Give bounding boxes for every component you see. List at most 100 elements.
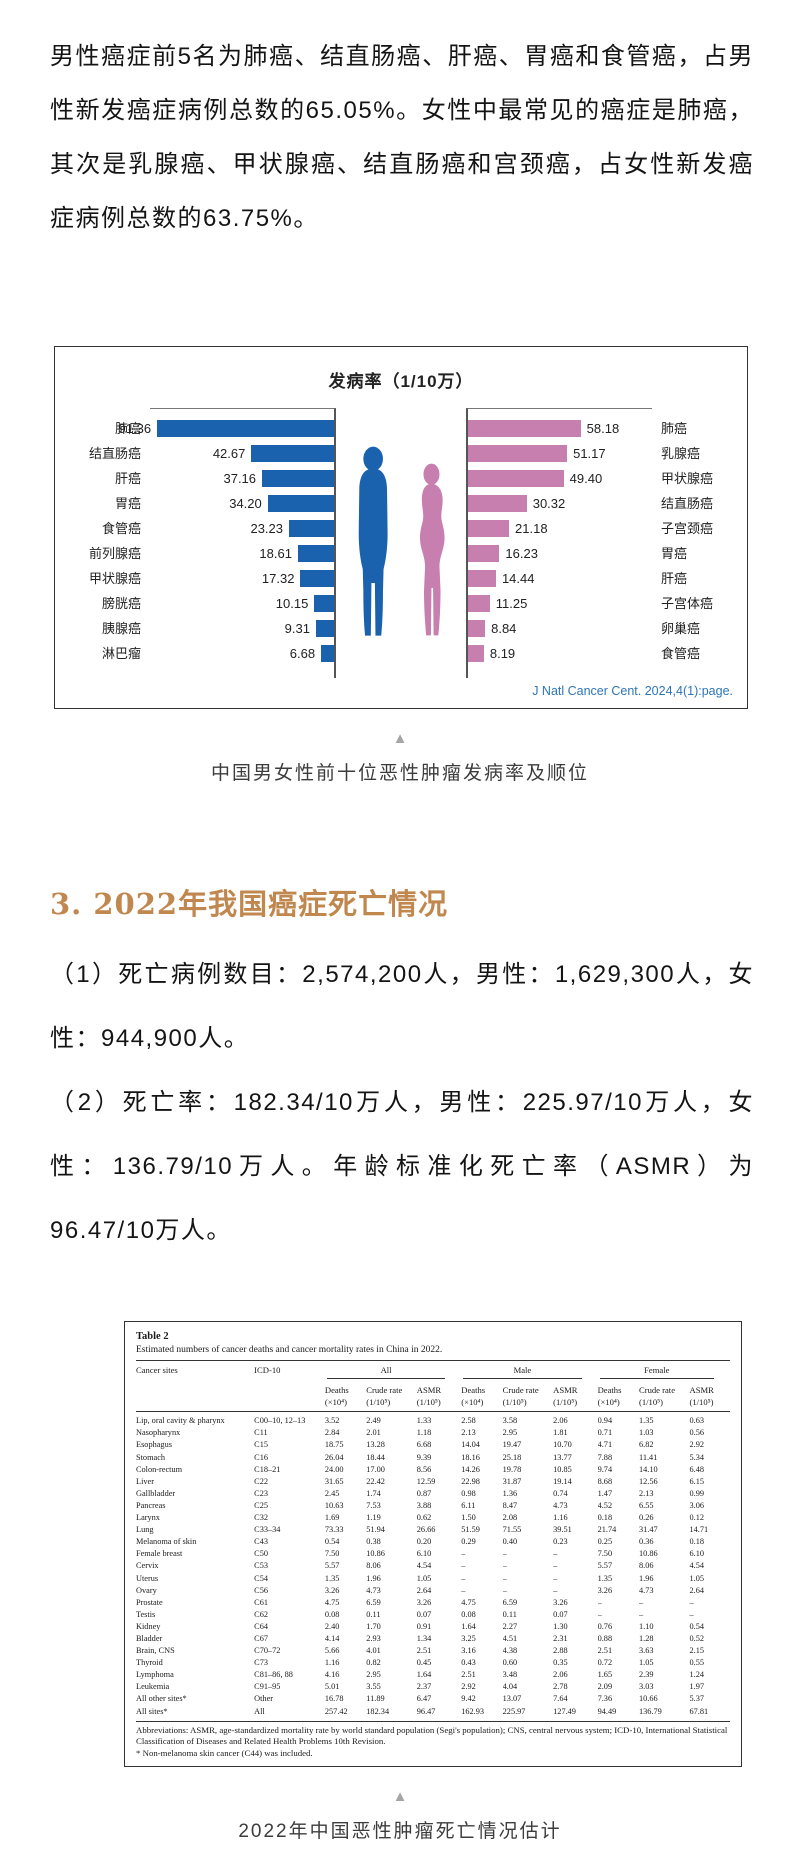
cell-value: 4.01 <box>366 1646 381 1656</box>
collapse-triangle-icon: ▲ <box>392 730 408 747</box>
cell-value: 2.37 <box>416 1682 432 1692</box>
cell-value: 2.06 <box>553 1416 568 1426</box>
cell-value: 136.79 <box>638 1706 662 1716</box>
cell-value: 4.51 <box>502 1633 518 1643</box>
cell-value: 10.63 <box>324 1500 344 1510</box>
cell-value: 7.64 <box>553 1694 568 1704</box>
cell-value: 0.25 <box>597 1537 613 1547</box>
male-category-label: 前列腺癌 <box>88 546 141 561</box>
male-bar-row: 6.68 <box>150 645 334 662</box>
male-bar-value: 23.23 <box>250 521 284 536</box>
cell-value: 14.71 <box>689 1525 709 1535</box>
cell-value: 2.92 <box>689 1440 705 1450</box>
cell-value: 3.25 <box>461 1633 476 1643</box>
male-bar-value: 18.61 <box>259 546 292 561</box>
cell-cancer-site: All sites* <box>136 1706 168 1716</box>
table-row: Stomach C16 26.04 18.44 9.39 18.16 25.18 13.77 7… <box>136 1452 730 1464</box>
cell-value: 19.14 <box>553 1476 572 1486</box>
female-bar <box>468 420 581 437</box>
sub-header-top: Deaths <box>597 1385 622 1396</box>
cell-value: 9.74 <box>597 1464 613 1474</box>
cell-cancer-site: Kidney <box>136 1621 161 1631</box>
cell-value: 1.69 <box>324 1513 340 1523</box>
cell-value: 6.82 <box>638 1440 654 1450</box>
cell-value: 0.82 <box>366 1658 381 1668</box>
cell-value: 1.34 <box>416 1633 432 1643</box>
cell-value: 10.85 <box>553 1464 572 1474</box>
male-bar-row: 18.61 <box>150 545 334 562</box>
cell-value: 1.33 <box>416 1416 432 1426</box>
cell-value: 6.47 <box>416 1694 432 1704</box>
cell-value: – <box>553 1573 558 1583</box>
female-bar-row: 14.44 <box>468 570 652 587</box>
mortality-table: Cancer sites ICD-10 All Male Female Deat… <box>136 1360 730 1721</box>
cell-value: 0.08 <box>461 1609 476 1619</box>
cell-value: 0.20 <box>416 1537 432 1547</box>
cell-value: 67.81 <box>689 1706 709 1716</box>
cell-cancer-site: Gallbladder <box>136 1488 176 1498</box>
female-bar-value: 8.84 <box>491 621 517 636</box>
group-header-row: Cancer sites ICD-10 All Male Female <box>136 1361 730 1382</box>
cell-value: 10.66 <box>638 1694 658 1704</box>
cell-value: 1.05 <box>689 1573 705 1583</box>
sub-header-unit: (1/10⁵) <box>502 1397 527 1408</box>
cell-value: 2.51 <box>597 1646 613 1656</box>
male-bar-row: 10.15 <box>150 595 334 612</box>
cell-value: 1.05 <box>638 1658 654 1668</box>
cell-value: 0.18 <box>689 1537 705 1547</box>
cell-value: 1.35 <box>638 1416 654 1426</box>
chart-title: 发病率（1/10万） <box>328 372 474 391</box>
cell-value: – <box>461 1585 466 1595</box>
cell-cancer-site: Lymphoma <box>136 1670 174 1680</box>
cell-value: 1.65 <box>597 1670 613 1680</box>
cell-value: 6.15 <box>689 1476 705 1486</box>
table-row: Ovary C56 3.26 4.73 2.64 – – – 3.26 4.73 2.64 <box>136 1585 730 1597</box>
sub-header-cell: Crude rate (1/10⁵) <box>366 1381 417 1412</box>
cell-value: – <box>461 1561 466 1571</box>
cell-value: 2.09 <box>597 1682 613 1692</box>
table-row: Lung C33–34 73.33 51.94 26.66 51.59 71.55 39.51… <box>136 1524 730 1536</box>
cell-cancer-site: Lung <box>136 1525 154 1535</box>
cell-value: 0.56 <box>689 1428 705 1438</box>
cell-value: 12.59 <box>416 1476 436 1486</box>
cell-value: 5.34 <box>689 1452 705 1462</box>
cell-value: 1.96 <box>638 1573 654 1583</box>
cell-cancer-site: Prostate <box>136 1597 163 1607</box>
cell-value: 2.78 <box>553 1682 568 1692</box>
cell-value: 13.28 <box>366 1440 385 1450</box>
cell-value: 1.74 <box>366 1488 381 1498</box>
cell-value: 17.00 <box>366 1464 385 1474</box>
female-bar <box>468 445 568 462</box>
cell-value: 0.07 <box>416 1609 432 1619</box>
male-bars-area: 91.36 42.67 37.16 34.20 23.23 18.61 17.32 10.15… <box>119 408 336 678</box>
human-silhouettes <box>336 408 466 678</box>
male-category-label: 肝癌 <box>114 471 141 486</box>
sub-header-cell: ASMR (1/10⁵) <box>417 1381 461 1412</box>
cell-icd10: C62 <box>254 1609 269 1619</box>
cell-value: 19.78 <box>502 1464 522 1474</box>
male-bar-value: 6.68 <box>289 646 316 661</box>
cell-value: – <box>553 1561 558 1571</box>
cell-value: 14.10 <box>638 1464 658 1474</box>
cell-value: 11.89 <box>366 1694 385 1704</box>
cell-value: 7.88 <box>597 1452 613 1462</box>
cell-icd10: C32 <box>254 1513 269 1523</box>
cell-value: 1.16 <box>553 1513 568 1523</box>
cell-value: 6.11 <box>461 1500 476 1510</box>
cell-value: 0.38 <box>366 1537 381 1547</box>
female-bar-value: 14.44 <box>501 571 535 586</box>
cell-value: 73.33 <box>324 1525 344 1535</box>
cell-value: 7.50 <box>597 1549 613 1559</box>
table-row: Kidney C64 2.40 1.70 0.91 1.64 2.27 1.30 0.76 1.1… <box>136 1621 730 1633</box>
cell-value: 31.65 <box>324 1476 344 1486</box>
cell-icd10: C91–95 <box>254 1682 281 1692</box>
male-bar-value: 91.36 <box>118 421 152 436</box>
cell-value: 2.39 <box>638 1670 654 1680</box>
table-row: Uterus C54 1.35 1.96 1.05 – – – 1.35 1.96 1.05 <box>136 1573 730 1585</box>
chart-body: 肺癌 结直肠癌 肝癌 胃癌 食管癌 前列腺癌 甲状腺癌 膀胱癌 胰腺癌 淋巴瘤 91.36 42.6… <box>55 408 747 678</box>
incidence-chart-panel: 发病率（1/10万） 肺癌 结直肠癌 肝癌 胃癌 食管癌 前列腺癌 甲状腺癌 膀胱癌 胰腺癌 淋巴… <box>54 346 748 709</box>
cell-value: 4.73 <box>638 1585 654 1595</box>
cell-value: 3.26 <box>597 1585 613 1595</box>
cell-value: 2.49 <box>366 1416 381 1426</box>
cell-value: 0.60 <box>502 1658 518 1668</box>
